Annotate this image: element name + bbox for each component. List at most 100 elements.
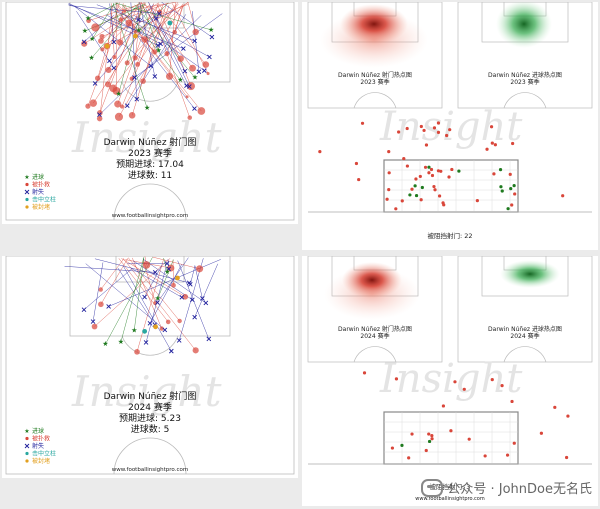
goalmouth-shot — [402, 156, 406, 161]
goalmouth-goal — [457, 169, 461, 173]
wechat-icon — [421, 478, 444, 497]
mini-pitch — [457, 256, 593, 363]
legend-label: 击中立柱 — [32, 450, 56, 458]
goalmouth-shot — [510, 203, 514, 207]
goalmouth-shot — [508, 172, 512, 176]
shot-trajectory — [64, 266, 156, 273]
legend-label: 击中立柱 — [32, 196, 56, 204]
shot-trajectory — [166, 5, 184, 54]
shot-map-goals: 进球数: 11 — [128, 169, 172, 181]
heatmap-title: Darwin Núñez 进球热点图 — [488, 325, 562, 333]
goalmouth-goal — [500, 189, 504, 193]
shot-marker-missed — [147, 320, 153, 326]
shot-trajectory — [118, 258, 169, 323]
shot-marker-goal: ★ — [82, 27, 88, 35]
goalmouth-shot — [410, 187, 414, 191]
shot-marker-goal: ★ — [102, 340, 108, 348]
heatmap-panel-2024-svg: Darwin Núñez 射门热点图 2024 赛季 Darwin Núñez … — [307, 256, 593, 502]
shot-marker-saved — [81, 40, 88, 47]
shot-trajectory — [138, 2, 169, 31]
legend-label: 进球 — [32, 427, 44, 435]
goalmouth-shot — [430, 437, 434, 441]
shot-trajectory — [142, 5, 159, 51]
shot-marker-other — [153, 324, 158, 330]
shot-marker-saved — [165, 72, 174, 80]
shot-marker-saved — [129, 76, 135, 81]
shot-marker-missed — [192, 314, 197, 320]
heatmap-panel-2023: Darwin Núñez 射门热点图 2023 赛季 Darwin Núñez … — [302, 2, 598, 250]
shot-trajectory — [93, 3, 160, 104]
shot-marker-goal: ★ — [118, 338, 124, 346]
shot-marker-missed — [164, 261, 170, 266]
shot-marker-missed — [107, 58, 112, 64]
goalmouth-shot — [512, 441, 516, 445]
shot-marker-saved — [119, 104, 125, 109]
shot-marker-missed — [143, 340, 149, 345]
shot-marker-missed — [176, 338, 182, 343]
goal-net — [384, 412, 518, 464]
goalmouth-shot — [397, 130, 401, 134]
goalmouth-goal — [506, 207, 510, 211]
legend-label: 进球 — [32, 173, 44, 181]
mini-pitch — [457, 2, 593, 109]
shot-marker-saved — [140, 78, 146, 84]
heatmap-season: 2024 赛季 — [360, 332, 389, 340]
shot-markers: ★ ★ ★ ★ ★ — [81, 261, 212, 355]
shot-marker-saved — [159, 326, 164, 331]
watermark: Insight — [379, 104, 523, 150]
goalmouth-goal — [509, 187, 513, 191]
goal-frame — [383, 159, 519, 213]
legend-label: 被扑救 — [32, 435, 50, 443]
shot-marker-missed — [200, 296, 205, 301]
goalmouth-shot — [492, 172, 496, 176]
shot-marker-missed — [132, 75, 137, 80]
shot-trajectory — [109, 4, 154, 62]
shot-marker-goal: ★ — [155, 47, 161, 55]
shot-marker-missed — [158, 41, 163, 47]
legend-dot-icon — [25, 205, 29, 209]
shot-marker-missed — [209, 34, 215, 40]
mini-pitch — [307, 2, 443, 109]
goalmouth-goal — [420, 185, 424, 190]
shot-marker-saved — [133, 30, 138, 34]
shot-marker-saved — [185, 95, 189, 99]
shot-marker-saved — [86, 18, 92, 24]
goalmouth-goal — [400, 443, 404, 447]
watermark: Insight — [71, 113, 222, 162]
shot-map-season: 2023 赛季 — [128, 147, 172, 159]
legend-miss-icon — [24, 189, 30, 195]
shot-marker-goal: ★ — [155, 294, 161, 302]
shot-marker-saved — [105, 66, 112, 73]
shot-trajectory — [112, 3, 148, 109]
heat-blob-core — [340, 4, 408, 44]
legend-label: 被封堵 — [32, 457, 50, 465]
shot-map-season: 2024 赛季 — [128, 401, 172, 413]
goalmouth-shot — [424, 448, 428, 453]
goalmouth-shot — [467, 437, 471, 441]
shot-marker-missed — [142, 294, 147, 300]
shot-marker-missed — [187, 282, 193, 287]
shot-marker-missed — [81, 39, 87, 45]
mini-penalty-box — [481, 256, 569, 297]
goalmouth-shot — [493, 143, 497, 147]
shot-marker-saved — [192, 28, 199, 36]
shot-marker-other — [175, 275, 180, 281]
pitch-outline — [5, 2, 295, 221]
shot-marker-goal: ★ — [89, 35, 95, 43]
shot-marker-missed — [162, 327, 168, 333]
shot-marker-missed — [124, 103, 130, 109]
mini-pitch — [307, 256, 443, 363]
shot-marker-goal: ★ — [208, 26, 214, 34]
shot-trajectory — [155, 10, 174, 19]
goalmouth-shot — [387, 171, 391, 175]
shot-trajectory — [177, 260, 210, 340]
goalmouth-shot — [362, 371, 367, 375]
shot-marker-missed — [136, 17, 141, 23]
shot-marker-missed — [192, 106, 197, 111]
mini-arc — [503, 92, 547, 109]
site-url: www.footballinsightpro.com — [112, 467, 188, 473]
heat-blob-core — [342, 262, 402, 298]
shot-marker-missed — [181, 46, 186, 51]
shot-marker-missed — [203, 300, 209, 306]
